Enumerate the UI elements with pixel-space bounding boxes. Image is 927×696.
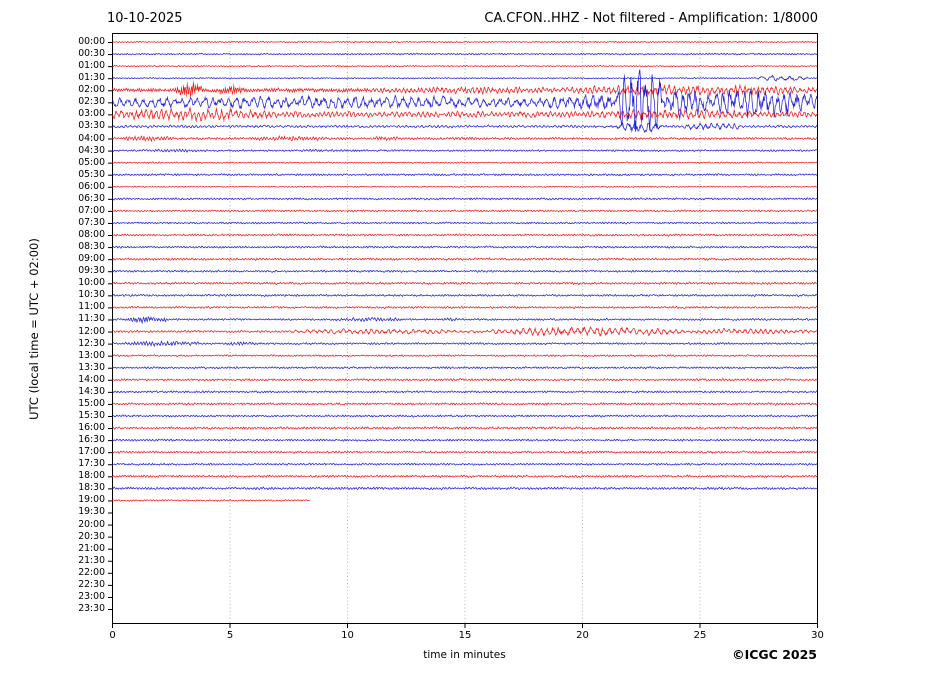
y-tick-label: 12:00	[78, 325, 105, 337]
y-tick-label: 02:30	[78, 96, 105, 108]
y-tick-label: 22:30	[78, 578, 105, 590]
y-tick-label: 17:30	[78, 458, 105, 470]
y-tick-label: 01:00	[78, 60, 105, 72]
y-tick-label: 18:00	[78, 470, 105, 482]
y-tick-label: 05:30	[78, 168, 105, 180]
y-tick-label: 09:00	[78, 253, 105, 265]
y-tick-label: 03:00	[78, 108, 105, 120]
y-tick-label: 01:30	[78, 72, 105, 84]
y-tick-label: 21:00	[78, 542, 105, 554]
y-tick-label: 05:00	[78, 156, 105, 168]
y-tick-label: 03:30	[78, 120, 105, 132]
x-axis-label: time in minutes	[423, 649, 506, 661]
y-tick-label: 07:00	[78, 204, 105, 216]
y-tick-label: 00:30	[78, 48, 105, 60]
y-tick-label: 08:00	[78, 229, 105, 241]
y-tick-label: 15:30	[78, 409, 105, 421]
y-tick-label: 13:30	[78, 361, 105, 373]
y-tick-label: 22:00	[78, 566, 105, 578]
x-tick-label: 30	[811, 630, 824, 641]
y-tick-label: 17:00	[78, 446, 105, 458]
y-tick-label: 16:00	[78, 422, 105, 434]
y-tick-label: 10:00	[78, 277, 105, 289]
y-tick-label: 11:00	[78, 301, 105, 313]
y-tick-label: 20:30	[78, 530, 105, 542]
y-tick-label: 14:00	[78, 373, 105, 385]
y-tick-label: 14:30	[78, 385, 105, 397]
y-tick-label: 10:30	[78, 289, 105, 301]
y-tick-label: 21:30	[78, 554, 105, 566]
y-tick-label: 23:00	[78, 590, 105, 602]
y-tick-label: 20:00	[78, 518, 105, 530]
x-tick-label: 25	[693, 630, 707, 641]
y-tick-label: 02:00	[78, 84, 105, 96]
y-tick-label: 04:00	[78, 132, 105, 144]
y-tick-label: 04:30	[78, 144, 105, 156]
y-tick-label: 19:00	[78, 494, 105, 506]
y-tick-label: 09:30	[78, 265, 105, 277]
y-tick-label: 07:30	[78, 216, 105, 228]
y-tick-label: 16:30	[78, 434, 105, 446]
y-tick-label: 19:30	[78, 506, 105, 518]
y-tick-label: 13:00	[78, 349, 105, 361]
copyright-label: ©ICGC 2025	[732, 647, 817, 662]
date-title: 10-10-2025	[107, 11, 183, 26]
x-tick-label: 20	[576, 630, 589, 641]
y-tick-label: 18:30	[78, 482, 105, 494]
y-tick-label: 00:00	[78, 36, 105, 47]
x-tick-label: 15	[458, 630, 472, 641]
station-title: CA.CFON..HHZ - Not filtered - Amplificat…	[484, 11, 818, 26]
y-tick-label: 11:30	[78, 313, 105, 325]
y-tick-label: 06:00	[78, 180, 105, 192]
x-tick-label: 10	[341, 630, 354, 641]
y-tick-label: 12:30	[78, 337, 105, 349]
x-tick-label: 0	[109, 630, 116, 641]
x-tick-label: 5	[226, 630, 234, 641]
y-tick-label: 06:30	[78, 192, 105, 204]
y-tick-label: 23:30	[78, 603, 105, 614]
y-tick-label: 08:30	[78, 241, 105, 253]
y-tick-label: 15:00	[78, 397, 105, 409]
